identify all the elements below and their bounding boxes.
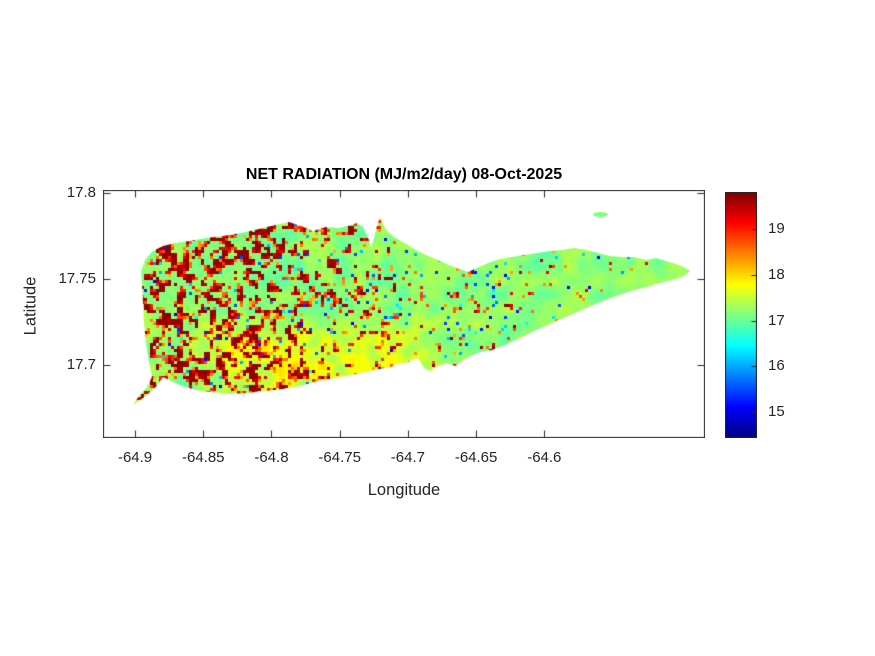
colorbar-tick-label: 17 [768,311,785,329]
y-tick-label: 17.8 [66,183,96,201]
chart-title: NET RADIATION (MJ/m2/day) 08-Oct-2025 [245,166,563,183]
x-tick-label: -64.85 [181,449,225,466]
colorbar-tick-label: 18 [768,265,785,283]
x-tick-label: -64.8 [254,449,289,466]
x-tick-label: -64.6 [527,449,562,466]
colorbar-tick-label: 19 [768,219,785,237]
x-tick-label: -64.9 [117,449,153,466]
radiation-map-plot [103,190,705,438]
x-tick-label: -64.65 [454,449,498,466]
x-tick-label: -64.7 [390,449,425,466]
x-tick-label: -64.75 [318,449,361,466]
colorbar-tick-label: 15 [768,403,785,421]
colorbar-tick-label: 16 [768,357,785,375]
x-axis-label: Longitude [367,481,441,499]
y-tick-label: 17.75 [58,269,96,287]
y-axis-label: Latitude [21,276,40,336]
y-tick-label: 17.7 [66,355,96,373]
colorbar [725,192,757,438]
